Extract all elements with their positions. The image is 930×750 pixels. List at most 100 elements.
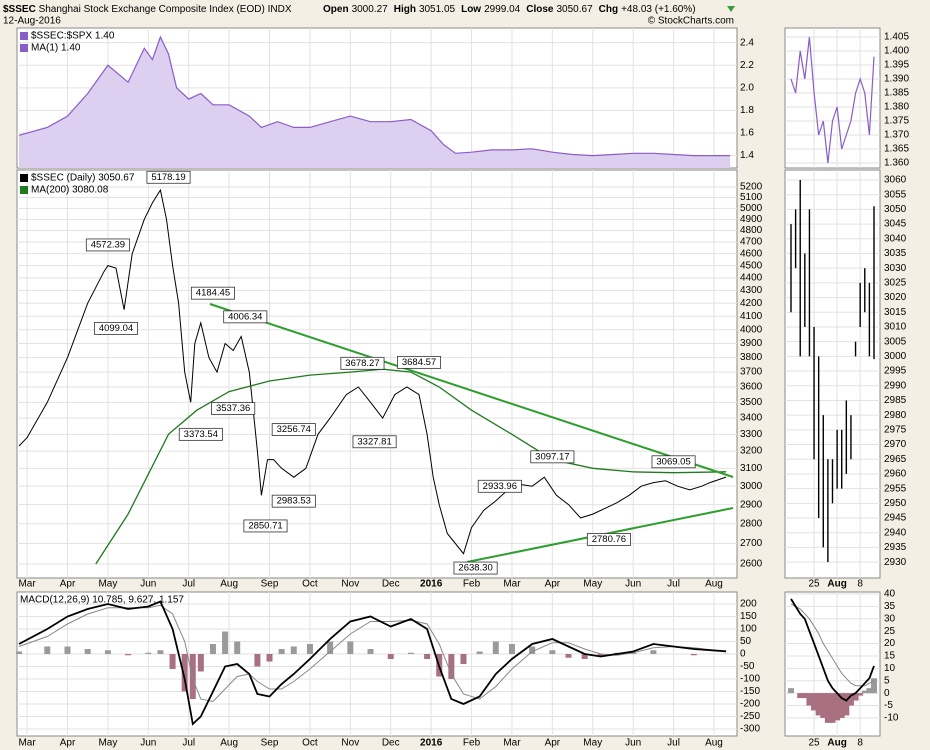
y-tick-label: 2985: [884, 395, 907, 406]
y-tick-label: 1.385: [884, 88, 909, 99]
x-tick-label: Jul: [182, 738, 195, 749]
legend-label: $SSEC (Daily) 3050.67: [31, 173, 135, 184]
x-tick-label: Apr: [545, 738, 561, 749]
y-tick-label: 2965: [884, 454, 907, 465]
histogram-bar: [84, 649, 91, 654]
legend-label: MA(200) 3080.08: [31, 185, 109, 196]
y-tick-label: -5: [884, 700, 893, 711]
x-tick-label: 2016: [420, 579, 443, 590]
histogram-bar: [788, 688, 794, 694]
quote-label: Open: [323, 4, 349, 15]
annotation-box: [477, 479, 522, 493]
histogram-bar: [630, 652, 637, 654]
x-tick-label: Aug: [220, 738, 238, 749]
y-tick-label: -300: [740, 724, 760, 735]
y-tick-label: -150: [740, 686, 760, 697]
y-tick-label: 2995: [884, 366, 907, 377]
histogram-bar: [834, 693, 841, 721]
x-tick-label: Feb: [463, 579, 481, 590]
y-tick-label: 3050: [884, 204, 907, 215]
y-tick-label: 1.6: [740, 128, 754, 139]
x-tick-label: 8: [857, 579, 863, 590]
histogram-bar: [278, 649, 285, 654]
annotation-box: [85, 238, 130, 252]
histogram-bar: [209, 644, 216, 654]
y-tick-label: -100: [740, 674, 760, 685]
y-tick-label: 1.400: [884, 46, 909, 57]
annotation-label: 3684.57: [402, 357, 436, 368]
quote-label: Chg: [599, 4, 618, 15]
annotation-label: 2638.30: [458, 563, 492, 574]
ratio-line: [790, 36, 875, 164]
histogram-bar: [460, 654, 467, 664]
y-tick-label: -250: [740, 711, 760, 722]
histogram-bar: [290, 646, 297, 654]
annotation-label: 4099.04: [99, 323, 133, 334]
y-tick-label: 2600: [740, 559, 763, 570]
symbol: $SSEC: [3, 4, 36, 15]
x-tick-label: 25: [808, 579, 820, 590]
annotation-label: 2850.71: [248, 520, 282, 531]
legend-label: MA(1) 1.40: [31, 43, 81, 54]
x-tick-label: Apr: [60, 579, 76, 590]
ratio-area: [19, 37, 731, 168]
annotation-label: 2933.96: [483, 481, 517, 492]
macd-line: [790, 598, 875, 702]
histogram-bar: [797, 693, 804, 699]
y-tick-label: 2990: [884, 380, 907, 391]
annotation-box: [146, 170, 191, 184]
histogram-bar: [197, 654, 204, 672]
histogram-bar: [125, 654, 132, 656]
y-tick-label: 2.4: [740, 37, 754, 48]
histogram-bar: [104, 650, 111, 654]
x-tick-label: Sep: [261, 579, 279, 590]
y-tick-label: 3800: [740, 352, 763, 363]
x-tick-label: 25: [808, 738, 820, 749]
histogram-bar: [861, 690, 868, 694]
y-tick-label: 4700: [740, 237, 763, 248]
y-tick-label: 3000: [740, 481, 763, 492]
quote-value: 3051.05: [419, 4, 456, 15]
x-tick-label: Aug: [705, 738, 723, 749]
x-tick-label: Mar: [18, 738, 36, 749]
y-tick-label: 0: [884, 688, 890, 699]
x-tick-label: Dec: [382, 579, 400, 590]
annotation-box: [190, 286, 235, 300]
y-tick-label: 2970: [884, 439, 907, 450]
y-tick-label: 1.375: [884, 116, 909, 127]
y-tick-label: 2945: [884, 513, 907, 524]
y-tick-label: 3500: [740, 397, 763, 408]
x-tick-label: Apr: [545, 579, 561, 590]
y-tick-label: 40: [884, 589, 896, 600]
quote-label: Low: [461, 4, 481, 15]
histogram-bar: [327, 641, 334, 654]
y-tick-label: -10: [884, 713, 899, 724]
histogram-bar: [306, 644, 313, 654]
histogram-bar: [64, 646, 71, 654]
histogram-bar: [234, 641, 241, 654]
quote-label: Close: [526, 4, 554, 15]
y-tick-label: 2960: [884, 469, 907, 480]
y-tick-label: 25: [884, 626, 896, 637]
histogram-bar: [815, 693, 822, 716]
x-tick-label: Jul: [182, 579, 195, 590]
y-tick-label: 3400: [740, 413, 763, 424]
y-tick-label: 2930: [884, 557, 907, 568]
annotation-box: [271, 494, 316, 508]
y-tick-label: 3100: [740, 463, 763, 474]
chart-header: $SSEC Shanghai Stock Exchange Composite …: [3, 4, 292, 15]
histogram-bar: [347, 641, 354, 654]
exchange: INDX: [268, 4, 292, 15]
y-tick-label: 4000: [740, 324, 763, 335]
histogram-bar: [476, 651, 483, 654]
annotation-label: 5178.19: [151, 172, 185, 183]
y-tick-label: 5: [884, 675, 890, 686]
legend-swatch: [20, 32, 28, 40]
y-tick-label: 20: [884, 638, 896, 649]
histogram-bar: [222, 631, 229, 654]
ratio-line: [18, 35, 731, 157]
x-tick-label: Apr: [60, 738, 76, 749]
annotation-label: 3537.36: [216, 403, 250, 414]
quote-value: 3050.67: [556, 4, 593, 15]
histogram-bar: [852, 693, 859, 701]
